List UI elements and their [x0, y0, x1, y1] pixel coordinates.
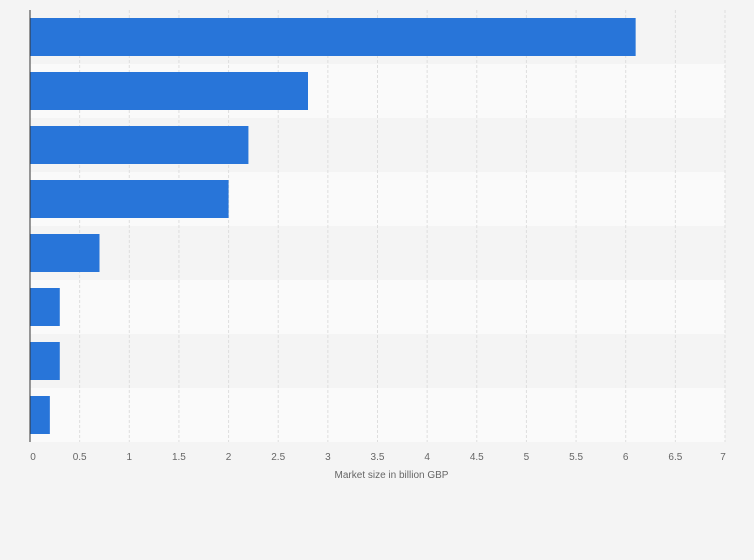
bar[interactable]: [30, 234, 100, 272]
bar[interactable]: [30, 180, 229, 218]
bars-group: [30, 18, 636, 434]
x-tick-label: 7: [720, 452, 726, 463]
x-tick-label: 1: [127, 452, 133, 463]
bar[interactable]: [30, 126, 249, 164]
x-tick-label: 0.5: [73, 452, 87, 463]
x-tick-label: 1.5: [172, 452, 186, 463]
x-tick-label: 6.5: [668, 452, 682, 463]
x-axis-title: Market size in billion GBP: [335, 470, 449, 481]
bar[interactable]: [30, 342, 60, 380]
x-tick-label: 5: [524, 452, 530, 463]
x-tick-label: 0: [30, 452, 36, 463]
bar[interactable]: [30, 18, 636, 56]
x-tick-label: 6: [623, 452, 629, 463]
bar[interactable]: [30, 396, 50, 434]
x-tick-label: 4: [424, 452, 430, 463]
x-tick-label: 3.5: [371, 452, 385, 463]
x-tick-label: 5.5: [569, 452, 583, 463]
x-tick-labels: 0 0.5 1 1.5 2 2.5 3 3.5 4 4.5 5 5.5 6 6.5 7: [30, 452, 726, 463]
x-tick-label: 2.5: [271, 452, 285, 463]
x-tick-label: 3: [325, 452, 331, 463]
x-tick-label: 4.5: [470, 452, 484, 463]
x-tick-label: 2: [226, 452, 232, 463]
bar[interactable]: [30, 72, 308, 110]
bar[interactable]: [30, 288, 60, 326]
